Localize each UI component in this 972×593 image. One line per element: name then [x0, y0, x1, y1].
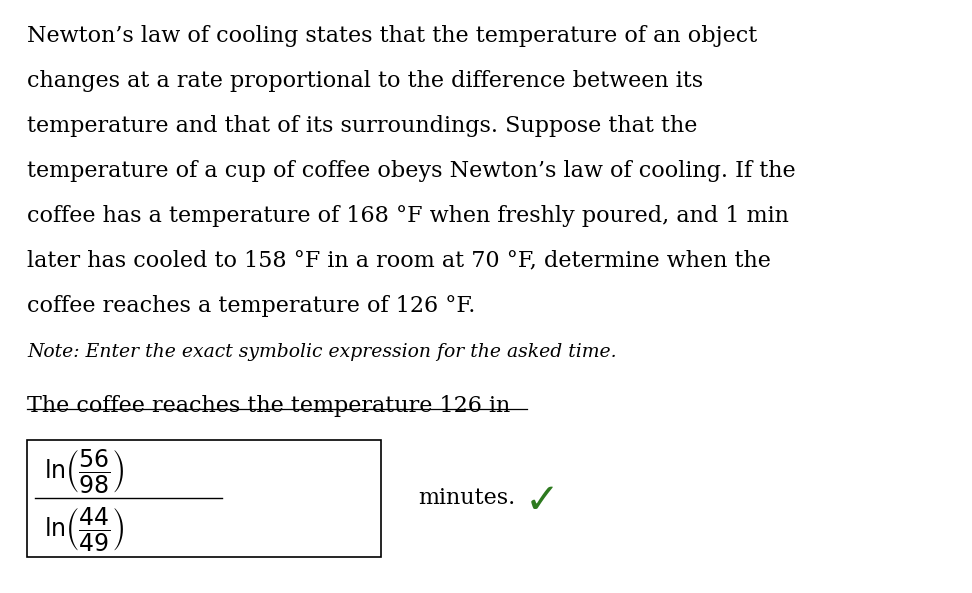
Bar: [27, 440, 381, 557]
Text: later has cooled to 158 °F in a room at 70 °F, determine when the: later has cooled to 158 °F in a room at …: [27, 250, 771, 272]
Text: temperature of a cup of coffee obeys Newton’s law of cooling. If the: temperature of a cup of coffee obeys New…: [27, 160, 796, 181]
Text: temperature and that of its surroundings. Suppose that the: temperature and that of its surroundings…: [27, 114, 698, 136]
Text: The coffee reaches the temperature 126 in: The coffee reaches the temperature 126 i…: [27, 396, 510, 417]
Text: $\ln\!\left(\dfrac{56}{98}\right)$: $\ln\!\left(\dfrac{56}{98}\right)$: [44, 447, 125, 495]
Text: Note: Enter the exact symbolic expression for the asked time.: Note: Enter the exact symbolic expressio…: [27, 343, 617, 361]
Text: $\ln\!\left(\dfrac{44}{49}\right)$: $\ln\!\left(\dfrac{44}{49}\right)$: [44, 505, 125, 553]
Text: coffee reaches a temperature of 126 °F.: coffee reaches a temperature of 126 °F.: [27, 295, 475, 317]
Text: minutes.: minutes.: [418, 487, 515, 509]
Text: Newton’s law of cooling states that the temperature of an object: Newton’s law of cooling states that the …: [27, 25, 757, 47]
Text: coffee has a temperature of 168 °F when freshly poured, and 1 min: coffee has a temperature of 168 °F when …: [27, 205, 789, 227]
Text: changes at a rate proportional to the difference between its: changes at a rate proportional to the di…: [27, 69, 704, 92]
Text: ✓: ✓: [525, 480, 560, 522]
